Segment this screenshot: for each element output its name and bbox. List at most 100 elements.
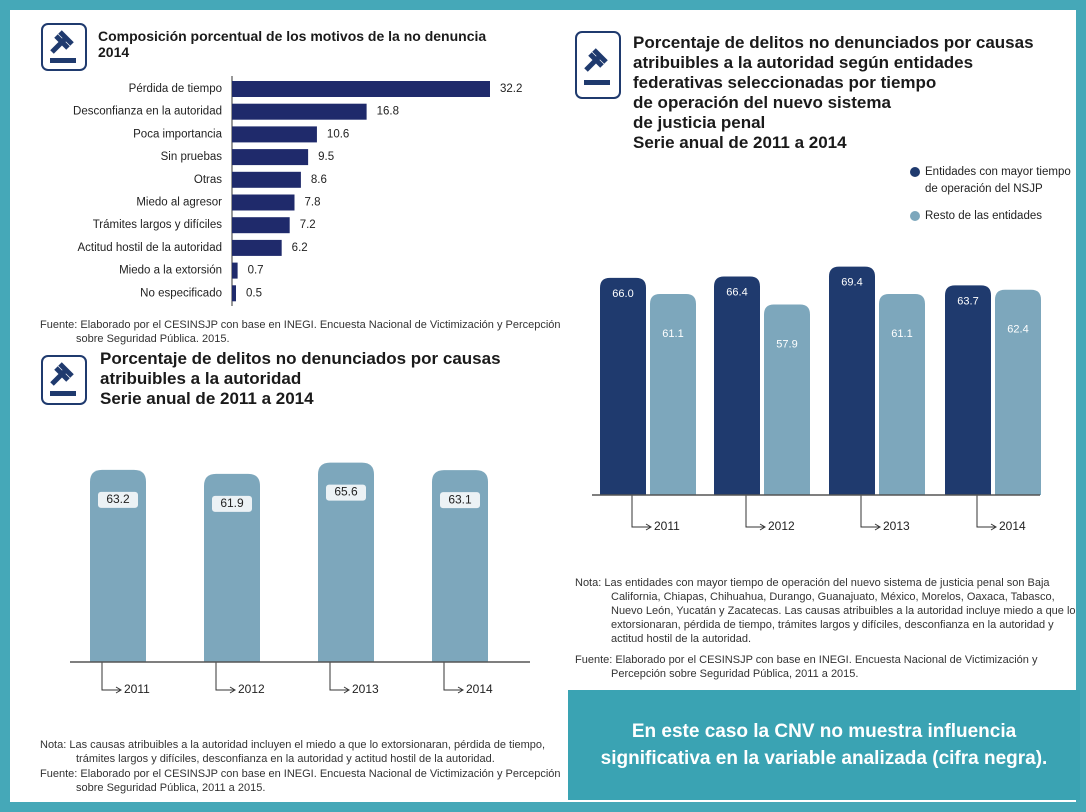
- bar: [232, 103, 367, 120]
- x-tick: [631, 495, 650, 528]
- x-tick: [976, 495, 995, 528]
- value-label: 7.2: [300, 219, 316, 231]
- note: Nota: Las entidades con mayor tiempo de …: [575, 577, 1076, 645]
- x-tick-arrow: [759, 523, 766, 531]
- value-label: 63.1: [448, 492, 472, 506]
- value-label: 9.5: [318, 151, 334, 163]
- value-label: 16.8: [377, 106, 399, 118]
- x-tick-arrow: [645, 523, 652, 531]
- value-label: 69.4: [841, 277, 862, 289]
- bar: [995, 289, 1041, 495]
- icon: [575, 31, 621, 99]
- source: Fuente: Elaborado por el CESINSJP con ba…: [40, 319, 561, 345]
- x-tick: [443, 662, 462, 691]
- value-label: 63.7: [957, 295, 978, 307]
- value-label: 66.4: [726, 286, 747, 298]
- x-tick-label: 2014: [466, 682, 493, 696]
- category-label: Pérdida de tiempo: [129, 83, 222, 95]
- bar: [764, 304, 810, 495]
- category-label: Actitud hostil de la autoridad: [78, 242, 222, 254]
- value-label: 61.9: [220, 496, 244, 510]
- x-tick-label: 2013: [883, 519, 910, 533]
- chart-title: Serie anual de 2011 a 2014: [100, 389, 314, 408]
- value-label: 0.7: [248, 265, 264, 277]
- x-tick-arrow: [229, 686, 236, 694]
- category-label: Miedo a la extorsión: [119, 265, 222, 277]
- bar: [829, 266, 875, 495]
- x-tick-arrow: [874, 523, 881, 531]
- chart-title: 2014: [98, 44, 130, 60]
- chart-title: atribuibles a la autoridad: [100, 369, 302, 388]
- value-label: 65.6: [334, 485, 358, 499]
- source: Fuente: Elaborado por el CESINSJP con ba…: [575, 654, 1038, 680]
- bar: [945, 285, 991, 495]
- bar: [432, 470, 488, 662]
- bar: [714, 276, 760, 495]
- x-tick-arrow: [343, 686, 350, 694]
- value-tag: [98, 491, 138, 508]
- category-label: Miedo al agresor: [136, 197, 222, 209]
- value-label: 10.6: [327, 128, 349, 140]
- chart-title: Serie anual de 2011 a 2014: [633, 133, 847, 152]
- value-label: 63.2: [106, 492, 130, 506]
- x-tick-arrow: [115, 686, 122, 694]
- note: Nota: Las causas atribuibles a la autori…: [40, 739, 546, 765]
- chart-title: Composición porcentual de los motivos de…: [98, 28, 487, 44]
- bar: [232, 149, 309, 166]
- value-label: 0.5: [246, 287, 262, 299]
- chart-title: Porcentaje de delitos no denunciados por…: [633, 33, 1034, 52]
- value-label: 32.2: [500, 83, 522, 95]
- bar: [90, 469, 146, 662]
- icon: [41, 355, 87, 405]
- legend-label: Resto de las entidades: [925, 210, 1042, 222]
- value-label: 57.9: [776, 338, 797, 350]
- x-tick-arrow: [990, 523, 997, 531]
- x-tick-label: 2014: [999, 519, 1026, 533]
- callout: En este caso la CNV no muestra influenci…: [568, 690, 1080, 800]
- value-tag: [212, 495, 252, 512]
- bar: [204, 473, 260, 662]
- x-tick: [215, 662, 234, 691]
- x-tick-label: 2011: [124, 682, 150, 696]
- x-tick: [329, 662, 348, 691]
- legend-label: Entidades con mayor tiempo de operación …: [925, 166, 1071, 195]
- x-tick-label: 2012: [768, 519, 795, 533]
- value-label: 7.8: [304, 197, 320, 209]
- bar: [232, 239, 282, 256]
- legend-swatch: [910, 211, 920, 221]
- category-label: Poca importancia: [133, 128, 222, 140]
- x-tick: [860, 495, 879, 528]
- value-tag: [440, 492, 480, 509]
- value-label: 8.6: [311, 174, 327, 186]
- chart-title: federativas seleccionadas por tiempo: [633, 73, 937, 92]
- icon: [41, 23, 87, 71]
- chart-title: Porcentaje de delitos no denunciados por…: [100, 349, 501, 368]
- x-tick: [101, 662, 120, 691]
- bar: [650, 293, 696, 495]
- bar: [600, 277, 646, 495]
- x-tick-label: 2012: [238, 682, 265, 696]
- x-tick: [745, 495, 764, 528]
- value-label: 62.4: [1007, 324, 1028, 336]
- bar: [232, 217, 290, 234]
- category-label: Sin pruebas: [161, 151, 223, 163]
- x-tick-arrow: [457, 686, 464, 694]
- bar: [232, 81, 490, 97]
- value-tag: [326, 484, 366, 501]
- value-label: 66.0: [612, 288, 633, 300]
- x-tick-label: 2011: [654, 519, 680, 533]
- chart-title: de justicia penal: [633, 113, 766, 132]
- category-label: Desconfianza en la autoridad: [73, 106, 222, 118]
- chart-title: atribuibles a la autoridad según entidad…: [633, 53, 974, 72]
- bar: [318, 462, 374, 662]
- bar: [232, 126, 317, 143]
- value-label: 6.2: [292, 242, 308, 254]
- bar: [232, 194, 295, 211]
- category-label: Trámites largos y difíciles: [93, 219, 223, 231]
- value-label: 61.1: [891, 328, 912, 340]
- bar: [879, 293, 925, 495]
- bar: [232, 285, 237, 302]
